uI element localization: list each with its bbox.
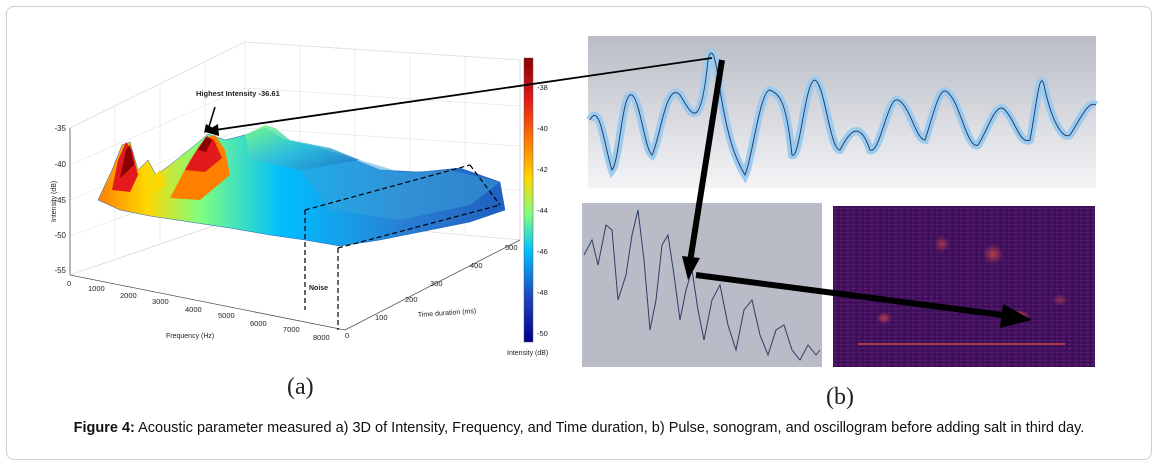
left-peak-top: [120, 145, 134, 178]
colorbar-tick: -50: [537, 329, 548, 338]
y-tick: 400: [470, 261, 483, 270]
z-axis-label: Intensity (dB): [51, 181, 58, 222]
surface-valley: [300, 160, 500, 220]
colorbar-tick: -44: [537, 206, 548, 215]
arrow-to-sonogram: [695, 272, 1011, 319]
peak-pointer-head: [204, 124, 213, 133]
y-axis-label: Time duration (ms): [418, 308, 477, 319]
colorbar-tick: -40: [537, 124, 548, 133]
colorbar-ticks: -38 -40 -42 -44 -46 -48 -50: [537, 83, 548, 338]
x-ticks: 0 1000 2000 3000 4000 5000 6000 7000 800…: [67, 279, 330, 342]
waveform-line: [589, 52, 1097, 177]
x-tick: 8000: [313, 333, 330, 342]
main-peak: [185, 136, 222, 172]
y-tick: 300: [430, 279, 443, 288]
surface-ridge: [245, 125, 360, 170]
z-tick: -35: [54, 124, 66, 133]
caption-label: Figure 4:: [73, 420, 135, 436]
frequency-axis-line: [69, 274, 346, 331]
colorbar: [523, 57, 534, 343]
y-ticks: 0 100 200 300 400 500: [345, 243, 518, 340]
z-tick: -40: [54, 160, 66, 169]
x-tick: 7000: [283, 325, 300, 334]
x-axis-label: Frequency (Hz): [166, 333, 214, 340]
y-tick: 500: [505, 243, 518, 252]
panel-a-label: (a): [287, 374, 314, 400]
arrow-peak-to-pulse: [207, 57, 713, 132]
arrow-pulse-down: [687, 59, 725, 263]
panel-b-label: (b): [826, 384, 854, 410]
colorbar-tick: -48: [537, 288, 548, 297]
colorbar-label: Intensity (dB): [507, 350, 548, 357]
x-tick: 4000: [185, 305, 202, 314]
time-axis-line: [344, 239, 521, 331]
small-peak: [150, 170, 165, 195]
y-tick: 200: [405, 295, 418, 304]
panel-b: [205, 36, 1099, 367]
figure-caption: Figure 4: Acoustic parameter measured a)…: [0, 420, 1158, 436]
x-tick: 5000: [218, 311, 235, 320]
colorbar-tick: -42: [537, 165, 548, 174]
x-tick: 6000: [250, 319, 267, 328]
z-tick: -55: [54, 266, 66, 275]
y-tick: 100: [375, 313, 388, 322]
arrow-peak-head: [205, 124, 219, 136]
sonogram: [833, 206, 1095, 367]
z-tick: -50: [54, 231, 66, 240]
x-tick: 0: [67, 279, 71, 288]
sonogram-tint: [833, 206, 1095, 367]
colorbar-tick: -46: [537, 247, 548, 256]
panel-a-text: Highest Intensity -36.61 Noise -35 -40 -…: [51, 83, 548, 357]
z-ticks: -35 -40 -45 -50 -55: [54, 124, 66, 275]
noise-annotation: Noise: [309, 285, 328, 292]
arrow-pulse-down-head: [682, 256, 700, 280]
panel-a-3d-plot: [69, 41, 534, 343]
x-tick: 3000: [152, 297, 169, 306]
peak-annotation: Highest Intensity -36.61: [196, 89, 280, 98]
z-tick: -45: [54, 196, 66, 205]
y-tick: 0: [345, 331, 349, 340]
main-peak-top: [198, 137, 212, 152]
colorbar-tick: -38: [537, 83, 548, 92]
x-tick: 2000: [120, 291, 137, 300]
arrow-to-sonogram-head: [1000, 304, 1032, 328]
x-tick: 1000: [88, 284, 105, 293]
caption-text: Acoustic parameter measured a) 3D of Int…: [138, 420, 1085, 436]
noise-region: [304, 164, 501, 330]
